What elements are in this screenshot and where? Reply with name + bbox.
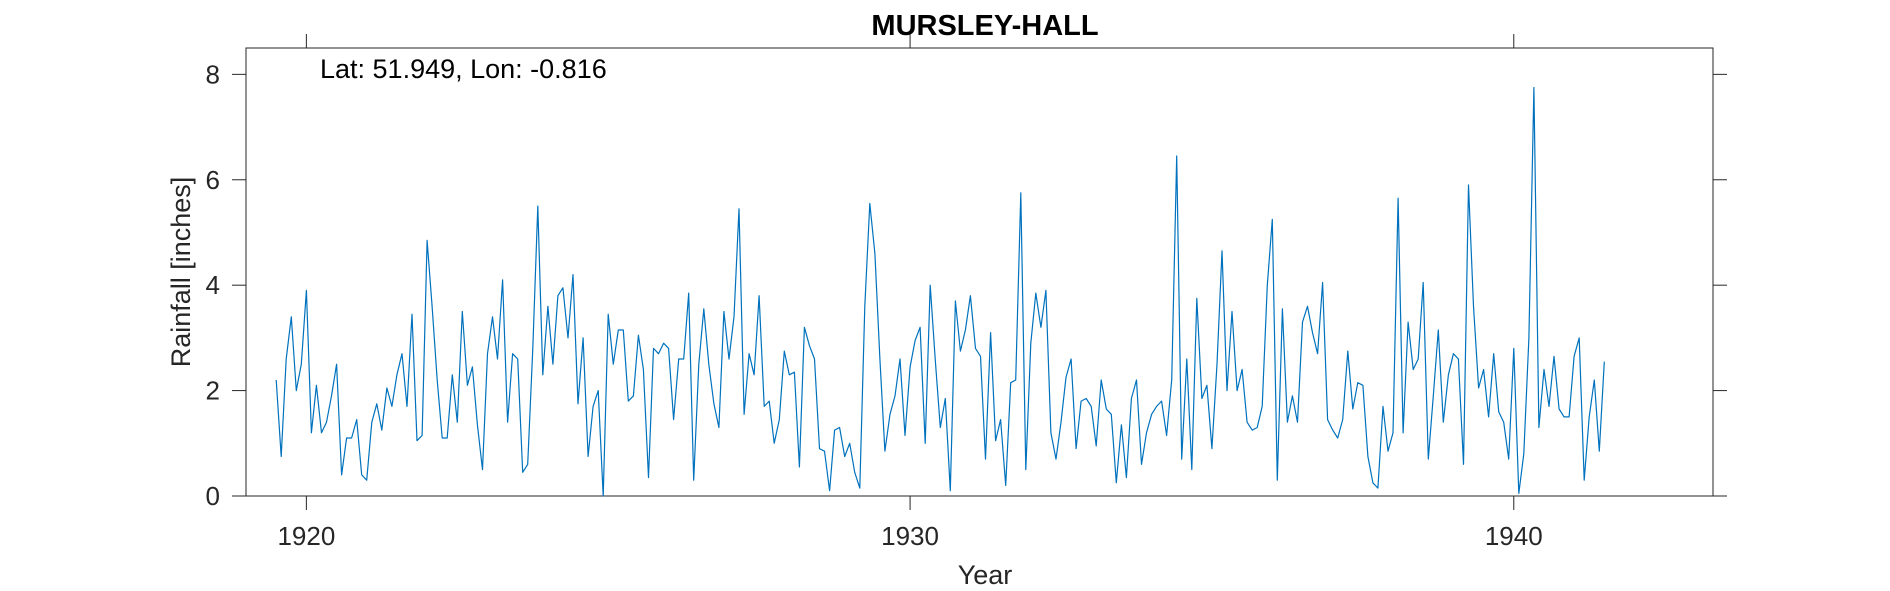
rainfall-series-line [275, 86, 1605, 497]
y-tick-label: 2 [206, 376, 220, 406]
y-tick-label: 0 [206, 481, 220, 511]
y-tick-label: 4 [206, 270, 220, 300]
y-axis-label: Rainfall [inches] [166, 177, 196, 368]
chart-title: MURSLEY-HALL [871, 10, 1098, 42]
location-annotation: Lat: 51.949, Lon: -0.816 [320, 54, 607, 84]
y-tick-label: 8 [206, 59, 220, 89]
x-tick-label: 1940 [1485, 521, 1543, 551]
x-axis-label: Year [958, 560, 1013, 590]
plot-area [245, 47, 1714, 497]
x-tick-label: 1930 [881, 521, 939, 551]
y-tick-label: 6 [206, 165, 220, 195]
x-tick-label: 1920 [277, 521, 335, 551]
axis-ticks: 1920 1930 1940 0 2 4 6 8 [206, 34, 1727, 551]
